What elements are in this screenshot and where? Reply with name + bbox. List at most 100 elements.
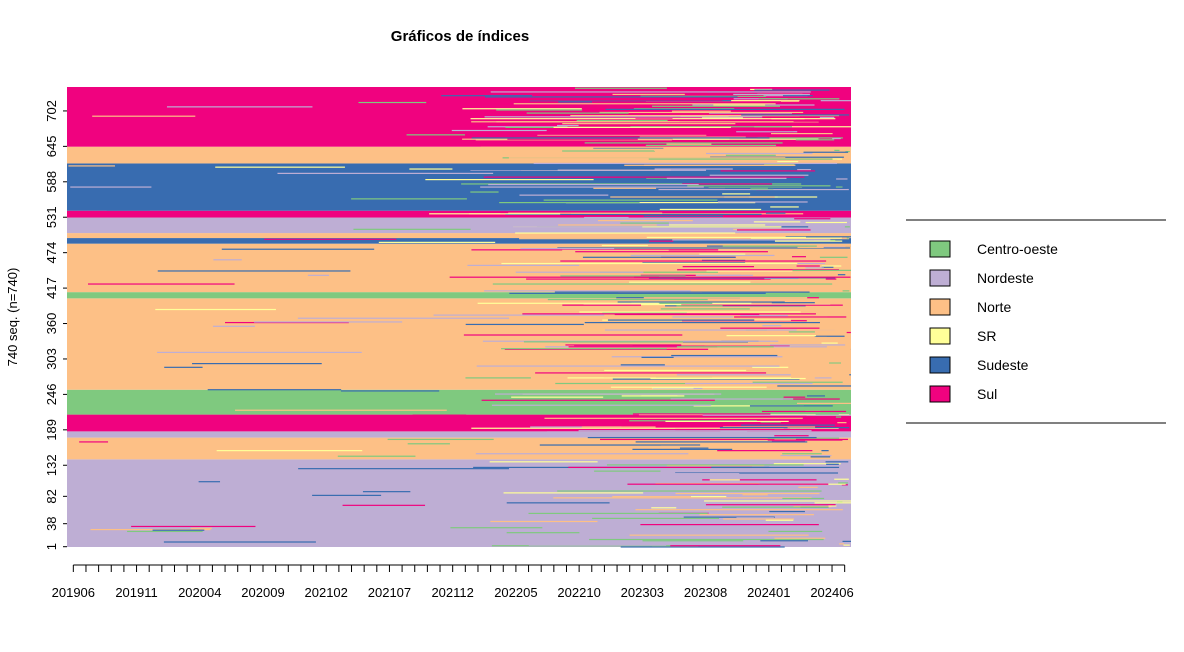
transition-streak	[774, 537, 826, 539]
transition-streak	[709, 112, 792, 114]
transition-streak	[634, 276, 851, 278]
transition-streak	[530, 426, 622, 428]
transition-streak	[533, 162, 838, 165]
transition-streak	[166, 106, 313, 108]
x-tick-label: 202009	[241, 585, 284, 600]
transition-streak	[557, 490, 822, 492]
transition-streak	[216, 450, 363, 452]
transition-streak	[646, 178, 766, 180]
transition-streak	[607, 319, 755, 321]
transition-streak	[606, 464, 804, 466]
transition-streak	[771, 133, 833, 135]
transition-streak	[671, 354, 778, 357]
transition-streak	[745, 495, 798, 497]
x-tick-label: 201911	[115, 585, 157, 600]
transition-streak	[471, 249, 719, 251]
transition-streak	[487, 126, 568, 128]
sequence-block-sul	[67, 414, 851, 432]
transition-streak	[630, 254, 775, 257]
transition-streak	[771, 118, 836, 120]
transition-streak	[519, 238, 850, 240]
transition-streak	[761, 410, 847, 413]
transition-streak	[562, 304, 642, 306]
transition-streak	[298, 468, 510, 470]
transition-streak	[642, 540, 744, 542]
transition-streak	[657, 302, 713, 304]
transition-streak	[741, 97, 837, 99]
transition-streak	[682, 183, 773, 185]
transition-streak	[358, 101, 427, 104]
transition-streak	[610, 196, 775, 198]
transition-streak	[652, 387, 703, 390]
transition-streak	[665, 305, 806, 307]
plot-area	[67, 87, 851, 547]
transition-streak	[768, 530, 823, 533]
transition-streak	[839, 543, 845, 545]
transition-streak	[546, 431, 686, 433]
y-axis: 1 38 82 132 189 246 303 360 417 474 531 588 645 702	[44, 100, 67, 550]
transition-streak	[696, 277, 799, 280]
transition-streak	[641, 395, 678, 397]
transition-streak	[484, 116, 763, 118]
transition-streak	[597, 220, 693, 222]
transition-streak	[836, 178, 848, 180]
transition-streak	[814, 377, 832, 379]
transition-streak	[664, 352, 768, 354]
transition-streak	[632, 413, 771, 415]
transition-streak	[264, 238, 397, 240]
transition-streak	[451, 129, 547, 132]
transition-streak	[558, 224, 657, 226]
transition-streak	[709, 174, 809, 176]
transition-streak	[795, 139, 835, 141]
transition-streak	[760, 540, 809, 542]
transition-streak	[691, 526, 851, 528]
transition-streak	[501, 142, 573, 144]
transition-streak	[774, 240, 843, 242]
transition-streak	[835, 186, 843, 188]
legend-label: Nordeste	[977, 270, 1034, 286]
transition-streak	[693, 405, 804, 407]
transition-streak	[207, 389, 342, 391]
transition-streak	[461, 183, 802, 185]
transition-streak	[488, 183, 699, 186]
transition-streak	[720, 430, 748, 432]
transition-streak	[503, 492, 644, 494]
transition-streak	[655, 482, 760, 485]
transition-streak	[342, 504, 426, 506]
transition-streak	[568, 346, 718, 348]
transition-streak	[192, 363, 322, 365]
transition-streak	[640, 274, 696, 276]
transition-streak	[190, 527, 212, 529]
transition-streak	[666, 464, 765, 467]
transition-streak	[779, 333, 851, 335]
transition-streak	[679, 120, 837, 122]
transition-streak	[726, 335, 817, 337]
transition-streak	[629, 420, 757, 422]
transition-streak	[562, 150, 655, 152]
transition-streak	[642, 262, 746, 264]
transition-streak	[164, 366, 203, 368]
transition-streak	[362, 491, 411, 493]
transition-streak	[528, 512, 708, 515]
transition-streak	[528, 544, 667, 546]
transition-streak	[641, 356, 674, 358]
transition-streak	[807, 297, 819, 299]
transition-streak	[701, 259, 746, 262]
transition-streak	[828, 505, 837, 507]
transition-streak	[820, 100, 851, 102]
transition-streak	[582, 256, 736, 258]
sequence-block-centro-oeste	[67, 292, 851, 299]
transition-streak	[680, 115, 729, 117]
transition-streak	[722, 506, 829, 508]
transition-streak	[651, 507, 677, 509]
transition-streak	[407, 443, 450, 445]
transition-streak	[68, 165, 115, 167]
transition-streak	[465, 226, 643, 228]
transition-streak	[767, 439, 843, 441]
transition-streak	[471, 121, 794, 123]
transition-streak	[553, 497, 812, 499]
transition-streak	[740, 424, 835, 426]
transition-streak	[645, 144, 777, 147]
transition-streak	[670, 398, 794, 400]
